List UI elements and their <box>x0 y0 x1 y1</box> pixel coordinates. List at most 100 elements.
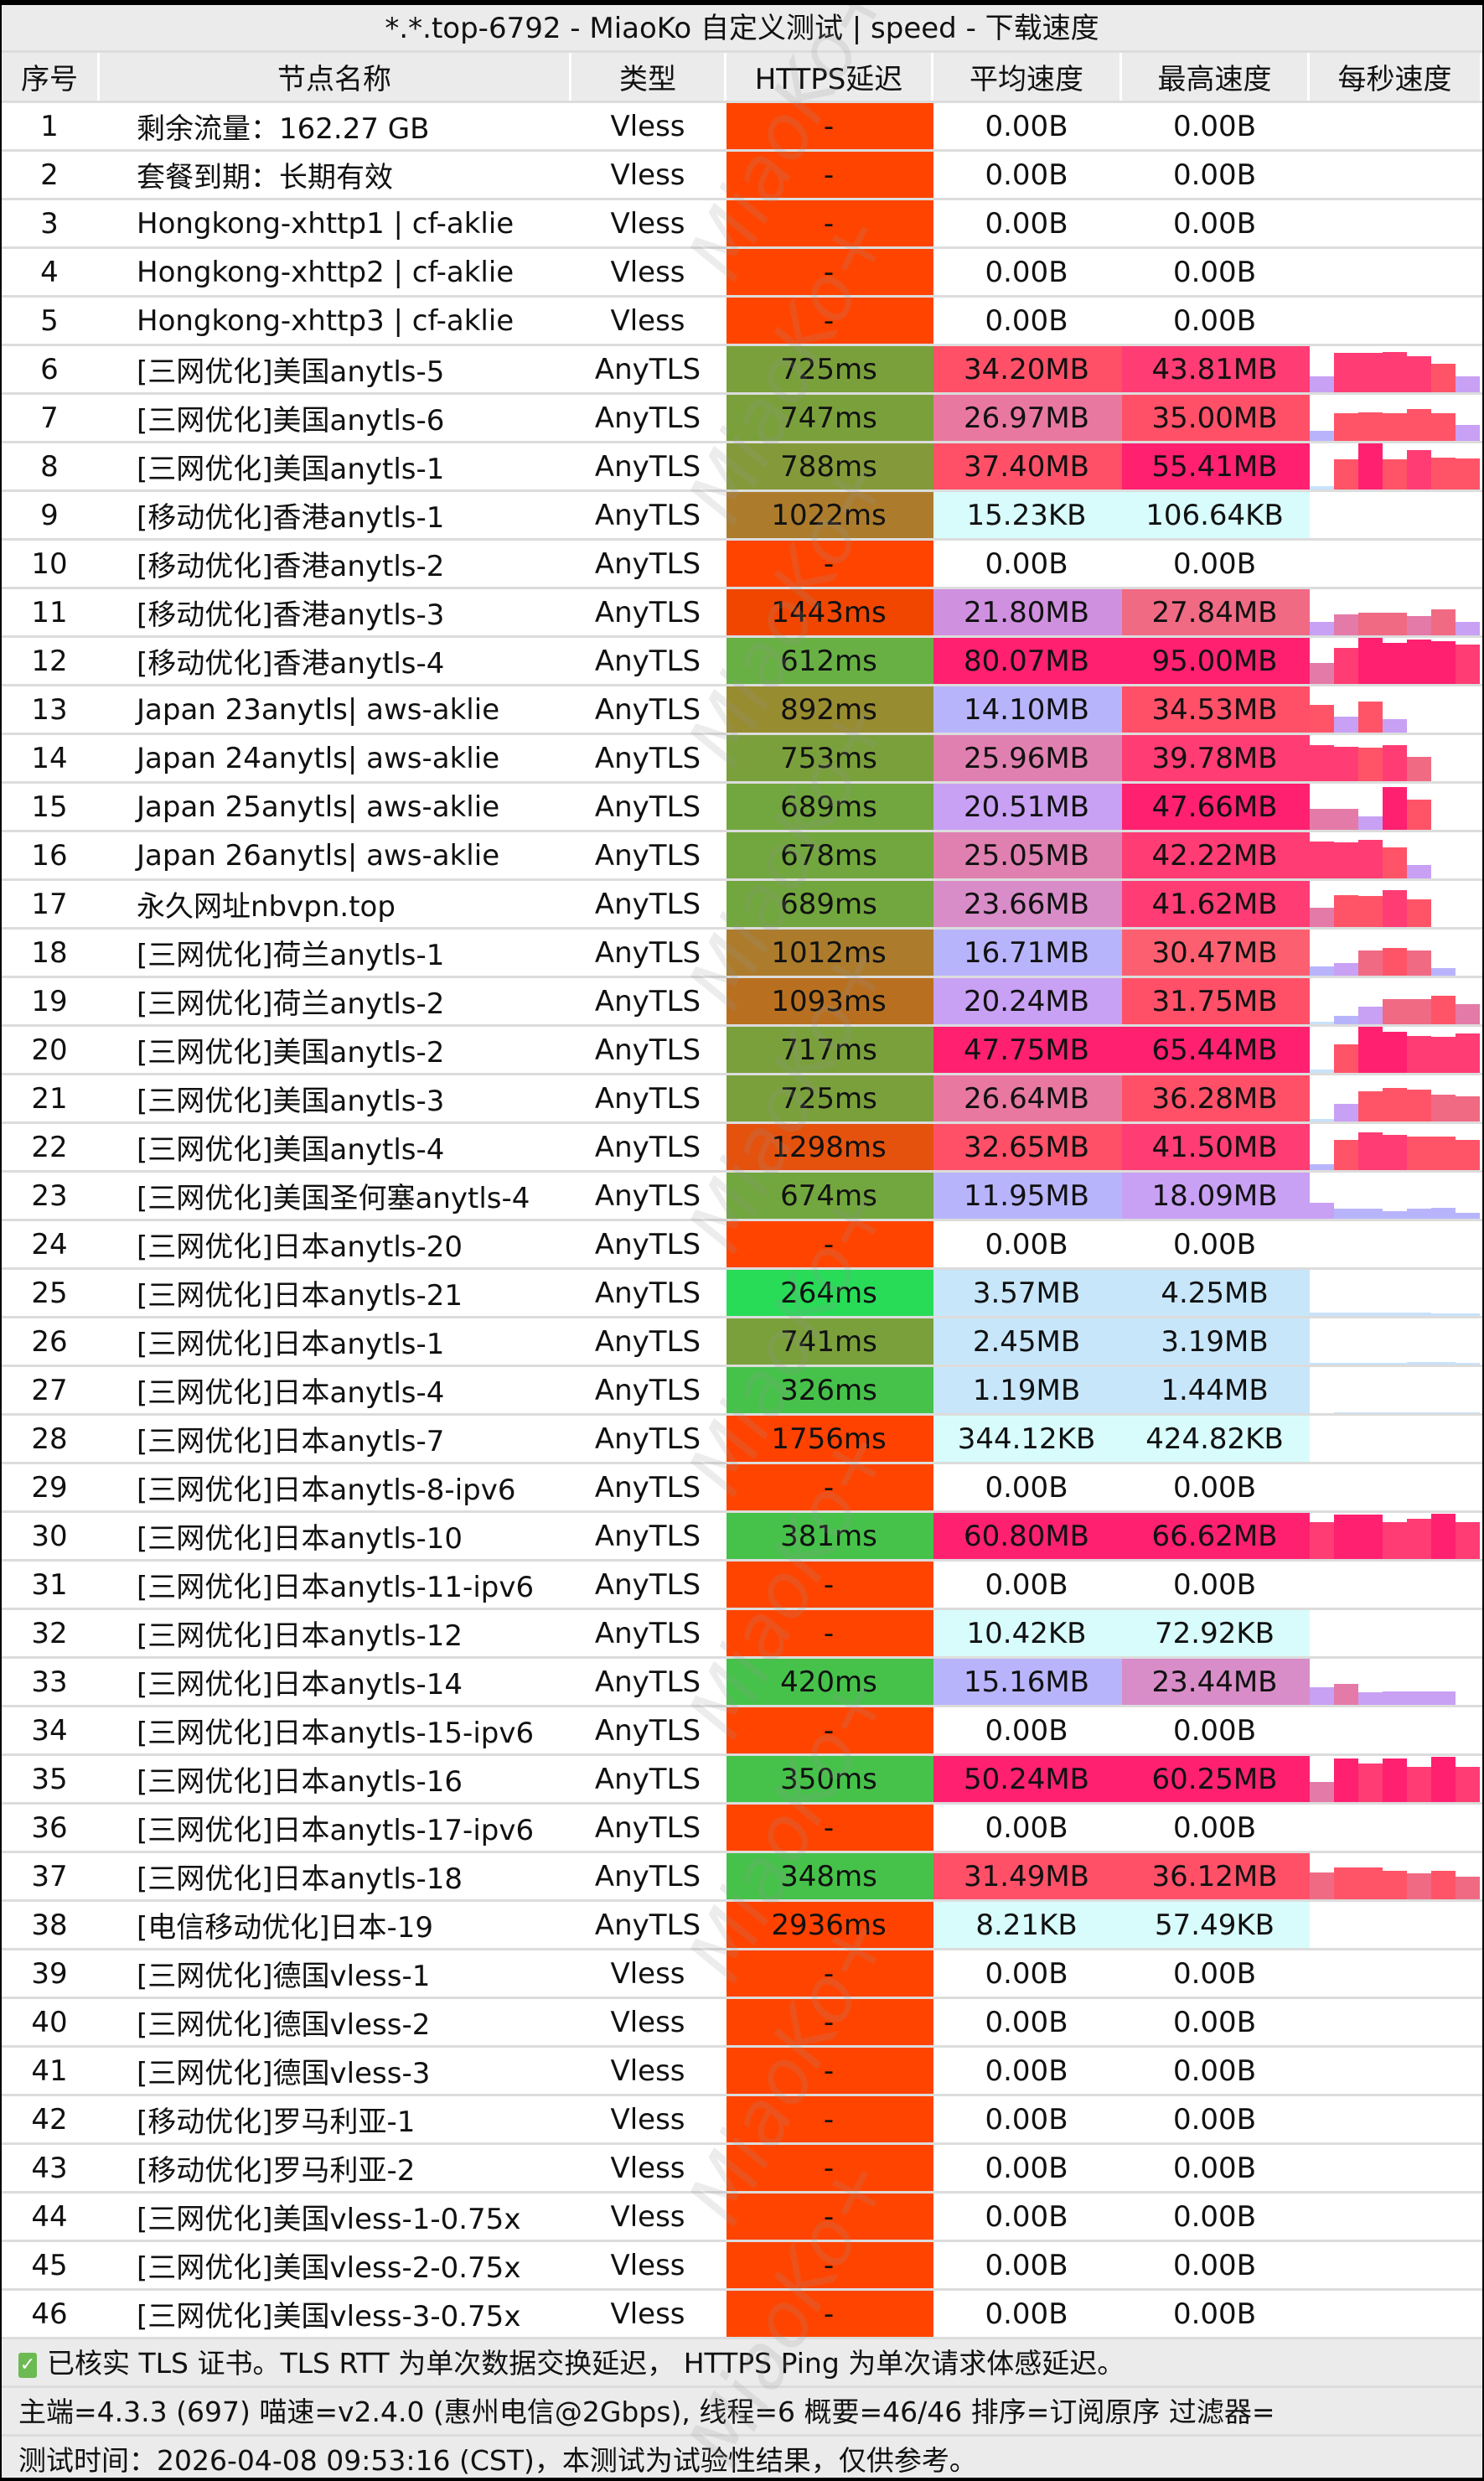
per-second-speed-sparkline <box>1310 978 1482 1024</box>
speed-bar <box>1310 842 1334 878</box>
node-name: [三网优化]日本anytls-10 <box>137 1522 463 1556</box>
per-second-speed-sparkline <box>1310 2194 1482 2240</box>
table-row: 5 Hongkong-xhttp3 | cf-aklie Vless -0.00B 0.… <box>2 298 1482 346</box>
speed-bar <box>1407 408 1431 441</box>
speed-bar <box>1358 1208 1383 1219</box>
speed-bar <box>1431 968 1456 976</box>
max-speed: 0.00B <box>1122 2096 1310 2142</box>
table-row: 34 [三网优化]日本anytls-15-ipv6 AnyTLS -0.00B 0.00… <box>2 1707 1482 1756</box>
max-speed: 0.00B <box>1122 298 1310 344</box>
node-type: AnyTLS <box>594 1519 701 1553</box>
node-name: [三网优化]日本anytls-7 <box>137 1425 445 1458</box>
max-speed: 42.22MB <box>1122 832 1310 878</box>
max-speed: 66.62MB <box>1122 1513 1310 1559</box>
speed-bar <box>1358 1007 1383 1024</box>
speed-bar <box>1310 745 1334 781</box>
node-type: Vless <box>610 2248 685 2282</box>
speed-bar <box>1334 1363 1358 1365</box>
speed-bar <box>1407 450 1431 489</box>
speed-bar <box>1310 809 1334 830</box>
row-index: 9 <box>40 498 59 532</box>
https-latency: 717ms <box>726 1027 933 1073</box>
per-second-speed-sparkline <box>1310 1221 1482 1267</box>
row-index: 10 <box>31 546 68 581</box>
report-title: *.*.top-6792 - MiaoKo 自定义测试 | speed - 下载… <box>2 5 1482 53</box>
node-name: [移动优化]香港anytls-3 <box>137 598 445 632</box>
speed-bar <box>1310 1164 1334 1170</box>
speed-bar <box>1334 1208 1358 1219</box>
node-type: AnyTLS <box>594 1130 701 1164</box>
per-second-speed-sparkline <box>1310 346 1482 392</box>
speed-bar <box>1383 413 1407 441</box>
avg-speed: 16.71MB <box>933 930 1122 976</box>
https-latency: - <box>726 2242 933 2288</box>
per-second-speed-sparkline <box>1310 735 1482 781</box>
avg-speed: 20.24MB <box>933 978 1122 1024</box>
max-speed: 18.09MB <box>1122 1173 1310 1219</box>
https-latency: 1298ms <box>726 1124 933 1170</box>
https-latency: 689ms <box>726 784 933 830</box>
table-row: 29 [三网优化]日本anytls-8-ipv6 AnyTLS -0.00B 0.00B <box>2 1464 1482 1513</box>
speed-bar <box>1431 995 1456 1024</box>
per-second-speed-sparkline <box>1310 1562 1482 1608</box>
header-type: 类型 <box>571 53 726 101</box>
speed-bar <box>1383 1312 1407 1316</box>
https-latency: - <box>726 2145 933 2191</box>
node-type: AnyTLS <box>594 838 701 873</box>
footer-test-time: 测试时间：2026-04-08 09:53:16 (CST)，本测试为试验性结果… <box>2 2437 1482 2478</box>
speed-bar <box>1407 864 1431 878</box>
avg-speed: 0.00B <box>933 103 1122 149</box>
speed-bar <box>1310 663 1334 684</box>
node-name: [移动优化]香港anytls-4 <box>137 647 445 681</box>
https-latency: - <box>726 1562 933 1608</box>
node-name: [移动优化]香港anytls-2 <box>137 550 445 583</box>
row-index: 20 <box>31 1033 68 1067</box>
speed-bar <box>1407 1411 1431 1413</box>
avg-speed: 0.00B <box>933 152 1122 198</box>
speed-bar <box>1310 1202 1334 1219</box>
speed-bar <box>1383 1871 1407 1899</box>
table-row: 16 Japan 26anytls| aws-aklie AnyTLS 678ms 25… <box>2 832 1482 881</box>
node-name: [三网优化]美国vless-3-0.75x <box>137 2300 521 2333</box>
node-name: Japan 26anytls| aws-aklie <box>137 838 500 873</box>
row-index: 41 <box>31 2054 68 2088</box>
speed-bar <box>1358 747 1383 781</box>
avg-speed: 0.00B <box>933 2145 1122 2191</box>
speed-bar <box>1407 1518 1431 1559</box>
speed-bar <box>1383 459 1407 489</box>
row-index: 25 <box>31 1276 68 1310</box>
node-type: Vless <box>610 2151 685 2185</box>
speed-bar <box>1334 894 1358 927</box>
speed-bar <box>1431 1207 1456 1219</box>
speed-bar <box>1383 1522 1407 1559</box>
row-index: 7 <box>40 401 59 435</box>
https-latency: 348ms <box>726 1853 933 1899</box>
max-speed: 0.00B <box>1122 200 1310 246</box>
speed-bar <box>1431 457 1456 489</box>
row-index: 42 <box>31 2102 68 2137</box>
node-name: Japan 25anytls| aws-aklie <box>137 790 500 824</box>
row-index: 40 <box>31 2005 68 2039</box>
node-name: [移动优化]罗马利亚-1 <box>137 2105 416 2139</box>
node-type: AnyTLS <box>594 741 701 775</box>
node-name: [三网优化]日本anytls-1 <box>137 1328 445 1361</box>
max-speed: 41.62MB <box>1122 881 1310 927</box>
speed-bar <box>1431 1514 1456 1559</box>
table-row: 25 [三网优化]日本anytls-21 AnyTLS 264ms 3.57MB 4.25… <box>2 1270 1482 1318</box>
node-type: AnyTLS <box>594 887 701 921</box>
speed-bar <box>1383 948 1407 976</box>
max-speed: 0.00B <box>1122 2145 1310 2191</box>
max-speed: 0.00B <box>1122 1562 1310 1608</box>
row-index: 19 <box>31 984 68 1018</box>
speed-bar <box>1358 612 1383 635</box>
max-speed: 27.84MB <box>1122 589 1310 635</box>
table-row: 44 [三网优化]美国vless-1-0.75x Vless -0.00B 0.00B <box>2 2194 1482 2242</box>
node-type: AnyTLS <box>594 449 701 484</box>
max-speed: 0.00B <box>1122 2048 1310 2094</box>
speed-bar <box>1383 1031 1407 1073</box>
per-second-speed-sparkline <box>1310 1124 1482 1170</box>
node-type: AnyTLS <box>594 1567 701 1602</box>
max-speed: 31.75MB <box>1122 978 1310 1024</box>
row-index: 15 <box>31 790 68 824</box>
per-second-speed-sparkline <box>1310 443 1482 489</box>
